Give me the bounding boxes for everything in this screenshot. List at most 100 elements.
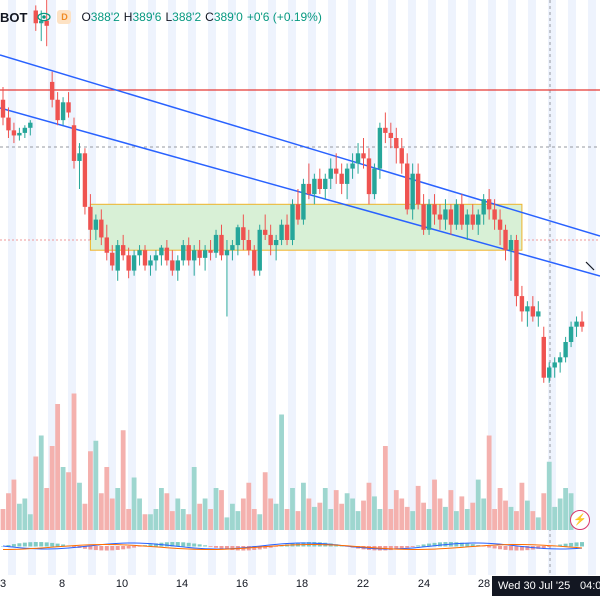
volume-bar bbox=[262, 472, 268, 530]
volume-bar bbox=[93, 440, 99, 530]
candle-body bbox=[432, 204, 437, 215]
volume-bar bbox=[104, 467, 110, 530]
macd-histogram-bar bbox=[55, 543, 60, 547]
macd-histogram-bar bbox=[487, 546, 492, 548]
volume-bar bbox=[464, 509, 470, 530]
session-band bbox=[328, 0, 336, 575]
macd-histogram-bar bbox=[514, 546, 519, 551]
candle-body bbox=[202, 250, 208, 258]
volume-bar bbox=[126, 509, 132, 530]
volume-bar bbox=[399, 498, 405, 530]
x-tick-label: 10 bbox=[115, 578, 129, 590]
candle-body bbox=[28, 122, 33, 128]
candle-body bbox=[492, 209, 497, 220]
volume-bar bbox=[443, 506, 448, 530]
candle-body bbox=[153, 255, 159, 261]
candle-body bbox=[388, 132, 394, 138]
change-value: +0'6 (+0.19%) bbox=[246, 10, 322, 24]
interval-badge[interactable]: D bbox=[57, 10, 72, 24]
candle-body bbox=[110, 252, 115, 266]
volume-bar bbox=[55, 404, 61, 530]
candle-body bbox=[486, 199, 492, 210]
macd-histogram-bar bbox=[72, 546, 77, 547]
macd-histogram-bar bbox=[33, 542, 38, 547]
session-band bbox=[388, 0, 396, 575]
macd-histogram-bar bbox=[569, 542, 574, 547]
open-label: O bbox=[81, 10, 91, 24]
candle-body bbox=[377, 127, 383, 169]
macd-histogram-bar bbox=[558, 544, 563, 547]
volume-bar bbox=[235, 511, 241, 530]
volume-bar bbox=[142, 514, 148, 530]
candle-body bbox=[350, 163, 355, 169]
volume-bar bbox=[0, 509, 6, 530]
volume-bar bbox=[393, 490, 399, 530]
macd-histogram-bar bbox=[503, 546, 508, 550]
candle-body bbox=[268, 234, 273, 246]
macd-histogram-bar bbox=[170, 542, 175, 547]
candle-body bbox=[197, 250, 202, 258]
candle-body bbox=[437, 214, 443, 220]
volume-bar bbox=[333, 490, 339, 530]
symbol-label[interactable]: BOT bbox=[0, 9, 28, 25]
volume-bar bbox=[284, 509, 290, 530]
candle-body bbox=[66, 102, 71, 113]
candle-body bbox=[405, 163, 410, 210]
candle-body bbox=[426, 204, 432, 230]
candle-body bbox=[142, 250, 148, 266]
macd-histogram-bar bbox=[126, 546, 131, 549]
session-band bbox=[168, 0, 176, 575]
candle-body bbox=[71, 125, 77, 161]
candle-body bbox=[328, 168, 333, 179]
candle-body bbox=[213, 234, 219, 253]
candle-body bbox=[44, 20, 49, 26]
x-tick-label: 18 bbox=[295, 578, 309, 590]
session-band bbox=[348, 0, 356, 575]
volume-bar bbox=[426, 509, 432, 530]
candle-body bbox=[361, 153, 366, 159]
macd-histogram-bar bbox=[459, 542, 464, 547]
candle-body bbox=[448, 209, 454, 225]
volume-bar bbox=[44, 488, 50, 530]
candle-body bbox=[421, 204, 426, 230]
x-tick-label: 22 bbox=[356, 578, 370, 590]
volume-bar bbox=[530, 511, 536, 530]
volume-bar bbox=[120, 430, 126, 530]
volume-bar bbox=[251, 509, 257, 530]
volume-bar bbox=[180, 509, 186, 530]
macd-histogram-bar bbox=[465, 543, 470, 547]
candle-body bbox=[126, 255, 131, 271]
candle-body bbox=[476, 214, 481, 225]
volume-bar bbox=[257, 514, 263, 530]
macd-histogram-bar bbox=[164, 542, 169, 547]
macd-histogram-bar bbox=[186, 542, 191, 547]
candle-body bbox=[262, 229, 268, 235]
volume-bar bbox=[82, 503, 88, 530]
macd-histogram-bar bbox=[148, 544, 153, 547]
volume-bar bbox=[311, 506, 317, 530]
candle-body bbox=[508, 240, 514, 251]
ohlc-header: BOT D O 388'2 H 389'6 L 388'2 C 389'0 +0'6 (… bbox=[0, 8, 322, 26]
volume-bar bbox=[448, 490, 454, 530]
eye-icon[interactable] bbox=[37, 10, 52, 24]
macd-histogram-bar bbox=[50, 542, 55, 547]
macd-histogram-bar bbox=[11, 544, 16, 547]
candle-body bbox=[306, 183, 312, 195]
volume-bar bbox=[148, 514, 153, 530]
candle-body bbox=[175, 260, 180, 271]
macd-histogram-bar bbox=[214, 546, 219, 548]
x-tick-label: 24 bbox=[417, 578, 431, 590]
macd-histogram-bar bbox=[498, 546, 503, 550]
session-band bbox=[448, 0, 456, 575]
crosshair-date-label: Wed 30 Jul '25 bbox=[492, 576, 577, 596]
volume-bar bbox=[328, 509, 334, 530]
session-band bbox=[588, 0, 596, 575]
candle-body bbox=[454, 204, 459, 225]
session-band bbox=[248, 0, 256, 575]
candle-body bbox=[60, 102, 66, 121]
bolt-icon[interactable]: ⚡ bbox=[570, 510, 590, 530]
candle-body bbox=[93, 219, 99, 230]
macd-histogram-bar bbox=[115, 546, 120, 550]
x-tick-label: 8 bbox=[58, 578, 66, 590]
